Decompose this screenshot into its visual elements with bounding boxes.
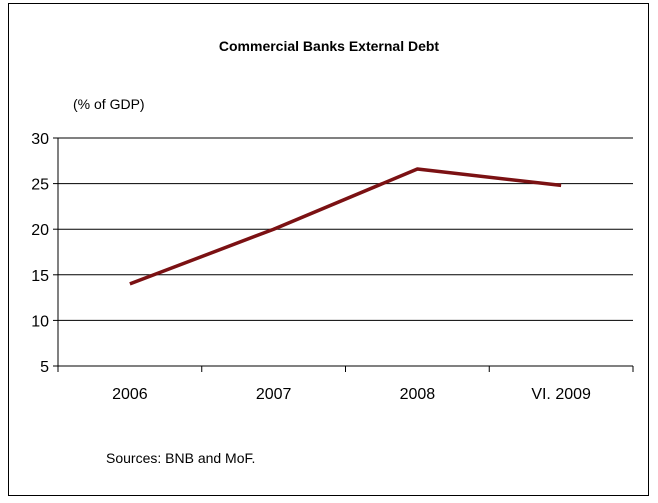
source-note: Sources: BNB and MoF.	[106, 450, 256, 466]
y-tick-label: 25	[31, 177, 49, 194]
y-tick-label: 15	[31, 268, 49, 285]
gridlines	[58, 137, 633, 321]
y-tick-labels: 5 10 15 20 25 30	[31, 131, 49, 376]
chart-title: Commercial Banks External Debt	[218, 38, 440, 54]
y-tick-label: 5	[40, 359, 49, 376]
series-group	[129, 167, 562, 286]
x-tick-labels: 2006 2007 2008 VI. 2009	[112, 386, 591, 403]
chart-frame	[8, 3, 649, 496]
y-axis-unit-label: (% of GDP)	[73, 96, 145, 112]
x-tick-label: VI. 2009	[531, 386, 591, 403]
series-line	[129, 167, 562, 286]
y-tick-label: 10	[31, 313, 49, 330]
y-tick-label: 20	[31, 222, 49, 239]
axes	[53, 137, 634, 372]
y-tick-label: 30	[31, 131, 49, 148]
x-tick-label: 2006	[112, 386, 148, 403]
x-tick-label: 2007	[256, 386, 292, 403]
x-tick-label: 2008	[400, 386, 436, 403]
